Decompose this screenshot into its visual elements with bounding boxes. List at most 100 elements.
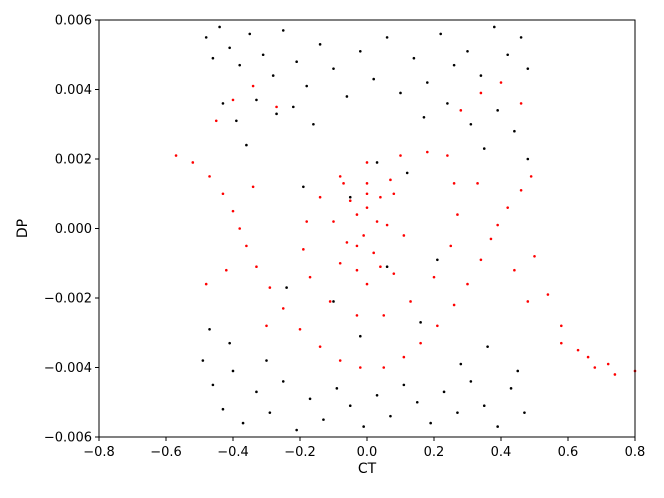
scatter-point-s0-11 (318, 43, 322, 46)
scatter-point-s1-54 (365, 282, 369, 286)
scatter-point-s1-29 (576, 348, 580, 352)
scatter-point-s0-5 (248, 32, 252, 36)
scatter-point-s1-40 (302, 248, 305, 251)
scatter-point-s0-24 (493, 25, 496, 29)
scatter-point-s0-41 (526, 157, 530, 161)
scatter-point-s1-68 (372, 251, 376, 255)
scatter-point-s0-65 (496, 425, 499, 428)
scatter-point-s0-30 (255, 98, 258, 102)
scatter-point-s0-74 (348, 195, 352, 199)
scatter-point-s0-13 (345, 95, 349, 98)
scatter-point-s0-58 (402, 383, 406, 387)
scatter-point-s1-64 (379, 195, 382, 199)
x-tick-label: 0.6 (558, 445, 579, 460)
scatter-point-s1-71 (362, 234, 365, 237)
scatter-point-s1-14 (382, 366, 386, 369)
scatter-point-s0-42 (201, 359, 205, 362)
scatter-point-s1-2 (208, 175, 211, 178)
scatter-point-s1-36 (365, 161, 369, 164)
scatter-point-s1-51 (342, 182, 345, 185)
scatter-point-s1-12 (338, 359, 342, 362)
scatter-point-s0-32 (292, 105, 295, 109)
scatter-point-s0-64 (482, 404, 486, 408)
scatter-point-s1-20 (479, 258, 483, 262)
scatter-point-s1-17 (436, 324, 439, 328)
x-tick-label: 0.8 (625, 445, 646, 460)
scatter-point-s1-13 (359, 366, 362, 369)
scatter-point-s1-66 (355, 213, 359, 216)
scatter-point-s1-39 (305, 220, 309, 223)
scatter-point-s0-75 (385, 265, 389, 269)
scatter-point-s1-9 (281, 307, 285, 310)
scatter-point-s0-71 (459, 362, 463, 366)
x-axis-label: CT (358, 461, 377, 477)
scatter-point-s0-44 (221, 407, 225, 411)
y-tick-label: −0.002 (44, 292, 92, 307)
scatter-point-s1-30 (593, 366, 597, 369)
scatter-point-s0-38 (513, 129, 516, 133)
y-tick-label: 0.004 (55, 83, 92, 98)
scatter-point-s0-54 (348, 404, 352, 408)
scatter-point-s1-78 (499, 81, 503, 84)
scatter-point-s0-63 (469, 380, 473, 383)
x-tick-label: 0.2 (424, 445, 445, 460)
scatter-point-s0-16 (385, 36, 389, 39)
scatter-point-s0-50 (295, 428, 298, 432)
scatter-point-s1-58 (365, 182, 369, 185)
scatter-point-s1-33 (446, 154, 449, 157)
plot-area (99, 20, 635, 437)
scatter-point-s1-37 (338, 175, 342, 178)
scatter-point-s1-50 (389, 178, 392, 182)
scatter-point-s1-11 (318, 345, 322, 348)
scatter-point-s0-49 (281, 380, 285, 383)
scatter-point-s1-85 (526, 300, 530, 303)
scatter-point-s1-62 (379, 265, 382, 269)
scatter-point-s0-61 (442, 390, 446, 394)
scatter-point-s1-59 (348, 199, 352, 202)
scatter-point-s1-43 (355, 314, 359, 317)
scatter-point-s1-47 (449, 244, 453, 248)
scatter-point-s1-67 (355, 244, 359, 248)
scatter-point-s0-52 (322, 418, 325, 421)
scatter-point-s0-51 (308, 397, 312, 401)
y-tick-label: 0.000 (55, 222, 92, 237)
scatter-point-s0-82 (419, 321, 422, 324)
scatter-point-s0-29 (235, 119, 238, 123)
scatter-point-s0-18 (412, 56, 416, 60)
scatter-point-s0-28 (221, 102, 225, 105)
scatter-point-s1-79 (519, 102, 523, 105)
scatter-point-s0-72 (486, 345, 489, 348)
scatter-point-s0-27 (526, 67, 530, 70)
scatter-point-s1-65 (365, 192, 369, 196)
y-tick-label: 0.002 (55, 153, 92, 168)
scatter-point-s1-49 (452, 182, 456, 185)
scatter-point-s1-57 (392, 192, 396, 196)
scatter-point-s0-57 (389, 414, 392, 418)
scatter-point-s0-33 (312, 122, 315, 126)
scatter-point-s0-53 (335, 387, 339, 390)
scatter-point-s0-83 (285, 286, 288, 289)
scatter-point-s0-14 (359, 49, 362, 53)
scatter-point-s0-17 (399, 91, 402, 95)
scatter-point-s1-75 (275, 105, 278, 109)
scatter-point-s0-4 (238, 63, 241, 67)
scatter-point-s0-9 (295, 60, 298, 63)
scatter-point-s0-40 (482, 147, 486, 150)
scatter-point-s1-35 (399, 154, 402, 157)
scatter-point-s0-19 (426, 81, 429, 84)
scatter-point-s0-48 (268, 411, 272, 414)
scatter-point-s0-7 (271, 74, 275, 77)
scatter-point-s0-66 (509, 387, 513, 390)
scatter-point-s0-25 (506, 53, 510, 57)
x-axis: −0.8 −0.6 −0.4 −0.2 0.0 0.2 0.4 0.6 0.8 (83, 437, 645, 460)
scatter-point-s1-22 (496, 223, 499, 227)
scatter-point-s0-80 (375, 161, 379, 164)
scatter-point-s1-1 (191, 161, 195, 164)
scatter-point-s1-25 (529, 175, 533, 178)
scatter-point-s0-21 (452, 63, 456, 67)
scatter-point-s1-41 (308, 275, 312, 279)
scatter-point-s1-60 (345, 241, 349, 244)
scatter-point-s0-1 (211, 56, 215, 60)
scatter-point-s1-16 (419, 341, 422, 345)
